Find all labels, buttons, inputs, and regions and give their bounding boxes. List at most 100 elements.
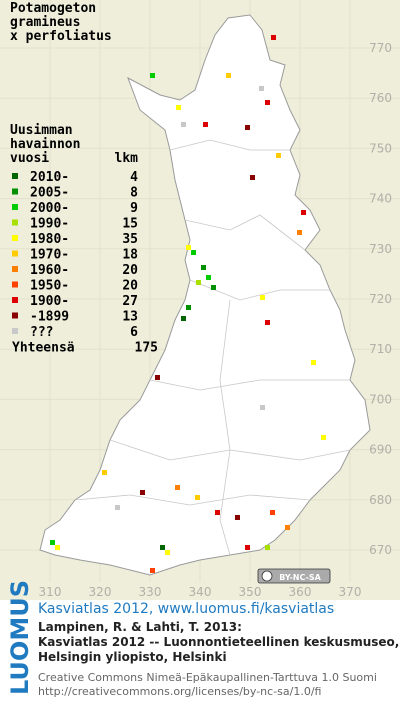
observation-square [102, 470, 107, 475]
observation-square [50, 540, 55, 545]
observation-square [250, 175, 255, 180]
observation-square [297, 230, 302, 235]
observation-square [311, 360, 316, 365]
observation-square [215, 510, 220, 515]
x-axis-label: 370 [339, 585, 362, 599]
legend-total-label: Yhteensä [12, 341, 75, 356]
observation-square [206, 275, 211, 280]
legend-swatch [12, 266, 18, 272]
observation-square [140, 490, 145, 495]
legend-swatch [12, 173, 18, 179]
y-axis-label: 690 [369, 443, 392, 457]
legend-count: 8 [130, 186, 138, 201]
observation-square [186, 305, 191, 310]
badge-text: BY-NC-SA [279, 573, 321, 582]
observation-square [150, 73, 155, 78]
legend-header: lkm [115, 151, 139, 166]
legend-swatch [12, 204, 18, 210]
legend-swatch [12, 328, 18, 334]
legend: 2010- 4 2005- 8 2000- 9 1990- 15 1980- 35 1970- 18 1… [12, 170, 158, 356]
observation-square [260, 405, 265, 410]
x-axis-label: 340 [189, 585, 212, 599]
observation-square [245, 545, 250, 550]
legend-swatch [12, 188, 18, 195]
country-outline [39, 14, 371, 576]
legend-count: 9 [130, 201, 138, 216]
site-link: Kasviatlas 2012, www.luomus.fi/kasviatla… [38, 601, 334, 617]
observation-square [176, 105, 181, 110]
y-axis-label: 710 [369, 342, 392, 356]
observation-square [55, 545, 60, 550]
observation-square [245, 125, 250, 130]
observation-square [155, 375, 160, 380]
observation-square [203, 122, 208, 127]
legend-label: 1970- [30, 248, 69, 263]
legend-label: 2005- [30, 186, 69, 201]
species-title: Potamogeton [10, 1, 96, 16]
observation-square [175, 485, 180, 490]
y-axis-label: 770 [369, 41, 392, 55]
legend-count: 15 [122, 217, 138, 232]
legend-count: 6 [130, 325, 138, 340]
observation-square [235, 515, 240, 520]
y-axis-label: 670 [369, 543, 392, 557]
y-axis-label: 720 [369, 292, 392, 306]
legend-header: havainnon [10, 137, 80, 152]
license: http://creativecommons.org/licenses/by-n… [38, 685, 321, 698]
license-badge: BY-NC-SA [257, 568, 331, 584]
y-axis-label: 730 [369, 242, 392, 256]
observation-square [201, 265, 206, 270]
cc-icon [261, 570, 273, 582]
observation-square [181, 316, 186, 321]
legend-swatch [12, 235, 18, 241]
species-title: x perfoliatus [10, 29, 112, 44]
legend-header: vuosi [10, 151, 49, 166]
y-axis-label: 750 [369, 141, 392, 155]
observation-square [211, 285, 216, 290]
legend-count: 13 [122, 310, 138, 325]
observation-square [271, 35, 276, 40]
legend-count: 35 [122, 232, 138, 247]
legend-swatch [12, 312, 18, 319]
y-axis-label: 680 [369, 493, 392, 507]
observation-square [301, 210, 306, 215]
x-axis-label: 350 [239, 585, 262, 599]
observation-square [196, 280, 201, 285]
citation: Kasviatlas 2012 -- Luonnontieteellinen k… [38, 635, 399, 649]
legend-count: 20 [122, 263, 138, 278]
observation-square [165, 550, 170, 555]
observation-square [285, 525, 290, 530]
x-axis-label: 330 [139, 585, 162, 599]
legend-label: 1980- [30, 232, 69, 247]
legend-count: 4 [130, 170, 138, 185]
logo: LUOMUS [6, 580, 34, 695]
x-axis-label: 360 [289, 585, 312, 599]
y-axis-label: 740 [369, 192, 392, 206]
observation-square [115, 505, 120, 510]
observation-square [259, 86, 264, 91]
observation-square [270, 510, 275, 515]
x-axis-label: 320 [89, 585, 112, 599]
observation-square [265, 545, 270, 550]
legend-swatch [12, 250, 18, 257]
observation-square [160, 545, 165, 550]
legend-swatch [12, 297, 18, 303]
observation-square [226, 73, 231, 78]
legend-count: 18 [122, 248, 138, 263]
observation-square [321, 435, 326, 440]
observation-square [265, 320, 270, 325]
species-title: gramineus [10, 15, 80, 30]
observation-square [265, 100, 270, 105]
observation-square [186, 245, 191, 250]
observation-square [191, 250, 196, 255]
legend-header: Uusimman [10, 123, 73, 138]
legend-label: 2000- [30, 201, 69, 216]
legend-count: 27 [122, 294, 138, 309]
observation-squares [50, 35, 326, 573]
legend-label: 2010- [30, 170, 69, 185]
legend-label: -1899 [30, 310, 69, 325]
y-axis-label: 760 [369, 91, 392, 105]
observation-square [260, 295, 265, 300]
legend-swatch [12, 281, 18, 288]
